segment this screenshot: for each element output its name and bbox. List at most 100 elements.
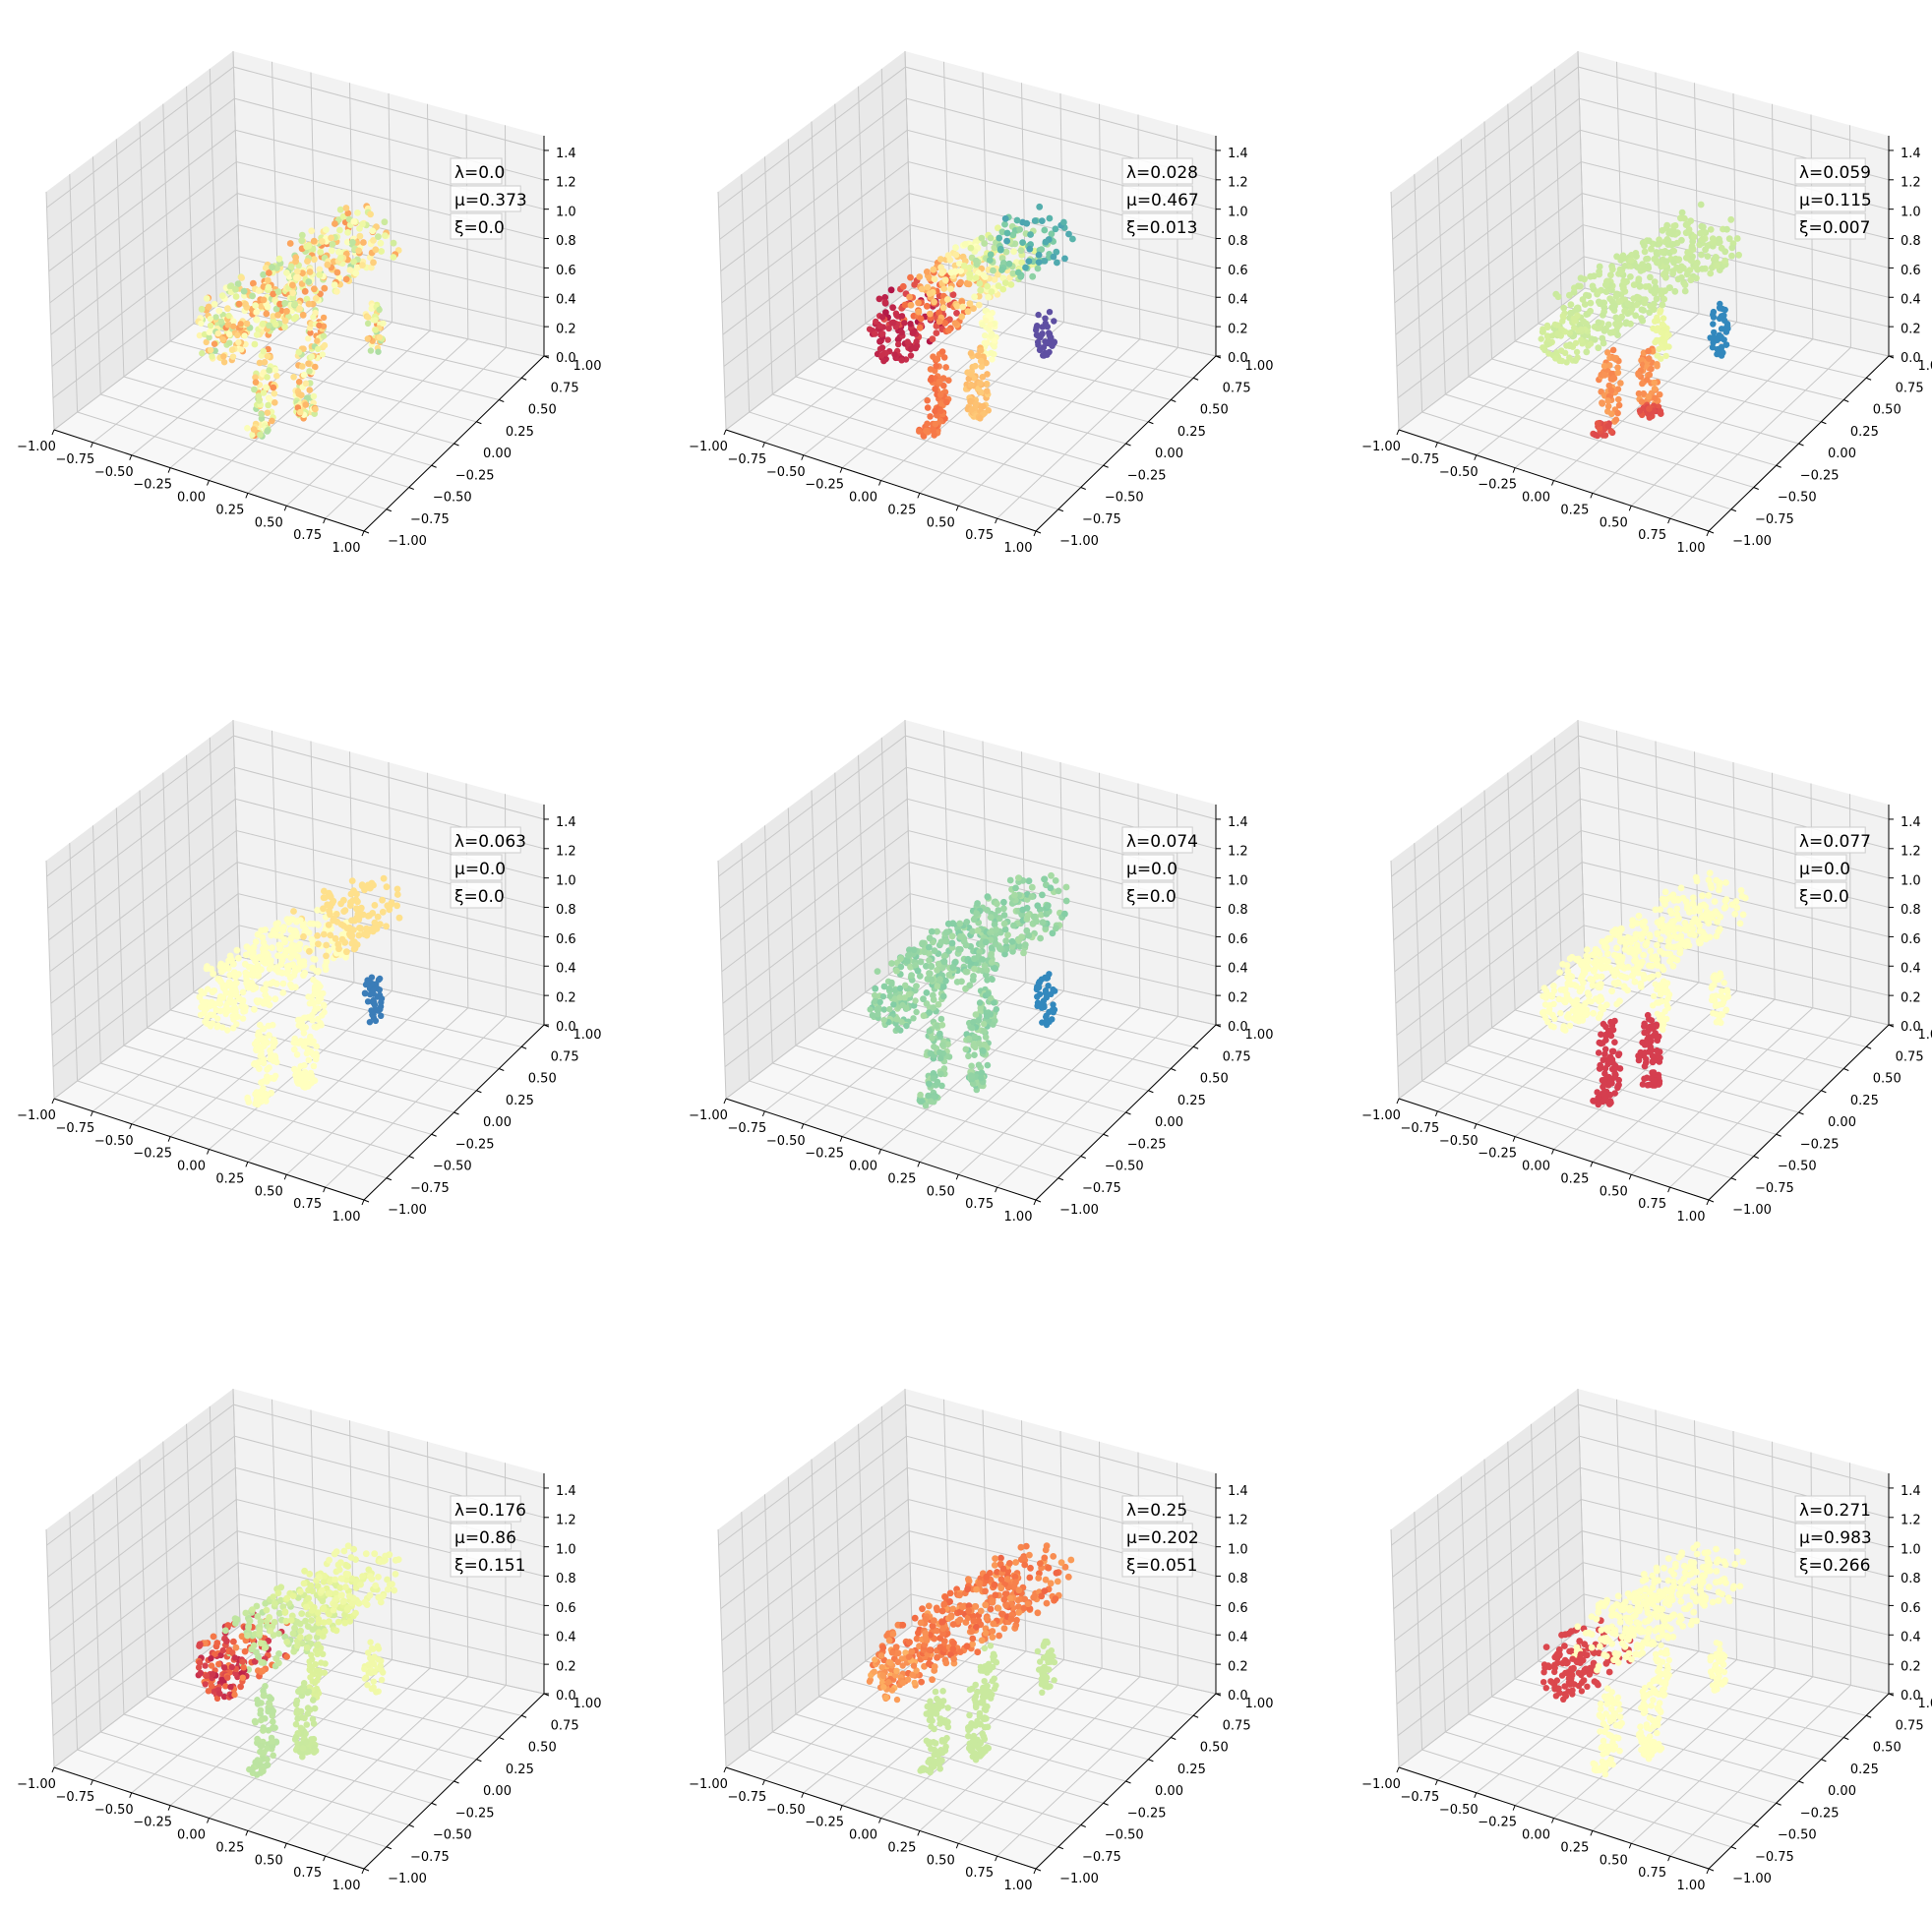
data-point <box>224 981 232 988</box>
data-point <box>1669 241 1677 248</box>
data-point <box>1664 994 1672 1002</box>
data-point <box>349 238 356 246</box>
data-point <box>300 371 308 379</box>
data-point <box>1026 245 1034 253</box>
data-point <box>1633 301 1641 309</box>
y-tick-label: −0.25 <box>1127 468 1167 483</box>
data-point <box>1559 318 1566 325</box>
data-point <box>1677 932 1685 939</box>
x-tick <box>283 506 287 511</box>
data-point <box>289 294 297 302</box>
data-point <box>226 330 233 338</box>
data-point <box>308 353 316 360</box>
data-point <box>937 407 944 415</box>
data-point <box>983 1013 991 1020</box>
data-point <box>1550 987 1558 994</box>
x-tick <box>207 1818 210 1823</box>
data-point <box>1540 344 1546 351</box>
data-point <box>210 1633 217 1641</box>
data-point <box>1696 939 1704 947</box>
data-point <box>314 907 321 914</box>
data-point <box>367 210 374 218</box>
data-point <box>1675 915 1682 923</box>
data-point <box>1614 409 1621 417</box>
y-tick-label: 1.00 <box>574 1697 602 1711</box>
data-point <box>306 387 314 393</box>
data-point <box>1048 341 1055 348</box>
grid-line-z <box>51 224 545 367</box>
data-point <box>230 1638 237 1645</box>
y-tick-label: −0.75 <box>410 1181 450 1196</box>
data-point <box>1018 259 1026 267</box>
data-point <box>936 378 943 386</box>
y-tick <box>363 1868 370 1872</box>
data-point <box>1646 932 1654 940</box>
data-point <box>279 989 287 996</box>
data-point <box>1043 975 1051 982</box>
data-point <box>1034 265 1042 272</box>
z-tick-label: 0.8 <box>1228 903 1248 918</box>
data-point <box>1065 230 1072 238</box>
data-point <box>1035 311 1042 319</box>
data-point <box>253 1039 261 1046</box>
z-tick-label: 1.4 <box>556 1484 576 1499</box>
data-point <box>923 427 930 435</box>
x-tick <box>1551 480 1554 486</box>
x-tick <box>1590 493 1594 499</box>
data-point <box>1591 336 1599 343</box>
data-point <box>1646 1015 1653 1023</box>
data-point <box>1728 252 1735 260</box>
y-tick <box>431 1802 437 1806</box>
data-point <box>344 238 351 246</box>
point-cloud <box>1538 201 1742 440</box>
data-point <box>328 234 334 242</box>
y-tick-label: 0.00 <box>1155 1115 1183 1130</box>
data-point <box>1018 933 1025 940</box>
data-point <box>320 1001 328 1008</box>
z-tick-label: 0.4 <box>556 1631 576 1645</box>
data-point <box>364 335 371 342</box>
data-point <box>359 220 366 228</box>
data-point <box>996 234 1003 242</box>
data-point <box>1609 1059 1616 1066</box>
data-point <box>1691 915 1699 923</box>
data-point <box>215 976 223 984</box>
data-point <box>1034 993 1041 1000</box>
data-point <box>988 332 995 339</box>
data-point <box>298 237 306 245</box>
x-tick-label: 1.00 <box>1004 541 1033 556</box>
data-point <box>361 1675 369 1682</box>
data-point <box>297 1627 304 1635</box>
data-point <box>1037 934 1044 942</box>
subplot-7: −1.00−0.75−0.50−0.250.000.250.500.751.00… <box>17 1388 602 1893</box>
x-tick-label: 1.00 <box>1677 1210 1706 1225</box>
data-point <box>1601 432 1609 439</box>
data-point <box>1656 999 1662 1006</box>
data-point <box>1594 420 1601 427</box>
data-point <box>962 941 970 949</box>
data-point <box>968 1062 975 1070</box>
x-tick-label: −0.25 <box>805 478 844 493</box>
data-point <box>961 241 969 248</box>
data-point <box>260 296 268 304</box>
data-point <box>1001 926 1009 933</box>
data-point <box>365 1661 372 1668</box>
data-point <box>1673 264 1680 271</box>
data-point <box>208 998 215 1006</box>
data-point <box>1556 969 1563 976</box>
data-point <box>1661 900 1668 908</box>
grid-line-z <box>50 193 545 335</box>
data-point <box>990 267 996 274</box>
z-tick-label: 1.4 <box>556 815 576 830</box>
y-tick-label: 0.00 <box>483 1784 512 1799</box>
y-tick-label: 0.25 <box>506 425 534 440</box>
grid-line-z <box>1395 193 1890 335</box>
data-point <box>1671 287 1679 295</box>
data-point <box>1685 941 1693 949</box>
data-point <box>370 996 377 1004</box>
data-point <box>1589 282 1597 290</box>
data-point <box>991 343 997 350</box>
data-point <box>1633 253 1640 260</box>
data-point <box>1641 299 1649 307</box>
z-tick-label: 1.0 <box>1228 873 1248 888</box>
